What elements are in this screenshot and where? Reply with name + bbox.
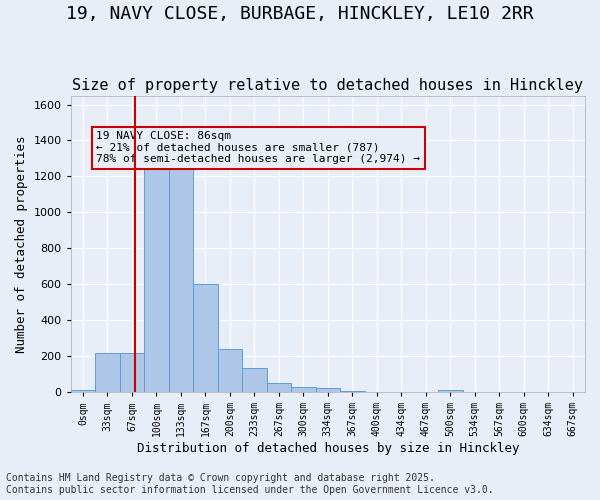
Bar <box>218 349 242 392</box>
Bar <box>291 387 316 392</box>
Bar <box>71 390 95 392</box>
Title: Size of property relative to detached houses in Hinckley: Size of property relative to detached ho… <box>73 78 583 93</box>
Bar <box>95 352 119 392</box>
Text: 19 NAVY CLOSE: 86sqm
← 21% of detached houses are smaller (787)
78% of semi-deta: 19 NAVY CLOSE: 86sqm ← 21% of detached h… <box>97 131 421 164</box>
Bar <box>169 158 193 392</box>
Bar <box>119 352 144 392</box>
Bar <box>266 383 291 392</box>
X-axis label: Distribution of detached houses by size in Hinckley: Distribution of detached houses by size … <box>137 442 519 455</box>
Bar <box>242 368 266 392</box>
Text: Contains HM Land Registry data © Crown copyright and database right 2025.
Contai: Contains HM Land Registry data © Crown c… <box>6 474 494 495</box>
Text: 19, NAVY CLOSE, BURBAGE, HINCKLEY, LE10 2RR: 19, NAVY CLOSE, BURBAGE, HINCKLEY, LE10 … <box>66 5 534 23</box>
Bar <box>316 388 340 392</box>
Bar <box>193 284 218 392</box>
Y-axis label: Number of detached properties: Number of detached properties <box>15 135 28 352</box>
Bar <box>144 170 169 392</box>
Bar <box>438 390 463 392</box>
